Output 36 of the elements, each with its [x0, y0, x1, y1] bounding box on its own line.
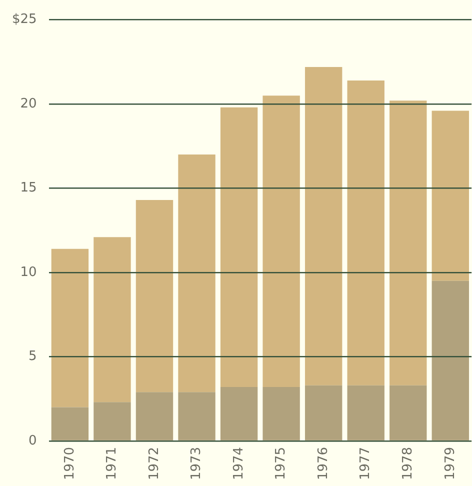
- x-tick-label: 1971: [104, 446, 120, 480]
- bar: [347, 385, 384, 440]
- bar: [262, 387, 300, 440]
- bar: [136, 392, 174, 440]
- bar: [220, 387, 258, 440]
- y-tick-label: $25: [12, 12, 37, 28]
- x-tick-label: 1975: [274, 446, 289, 480]
- bar: [94, 237, 131, 402]
- y-tick-label: 5: [28, 349, 37, 364]
- bar: [432, 110, 469, 281]
- y-tick-label: 10: [20, 264, 37, 280]
- bar: [94, 402, 131, 440]
- bar: [347, 80, 384, 386]
- bar: [304, 385, 342, 440]
- x-tick-label: 1972: [146, 446, 162, 480]
- x-tick-label: 1978: [400, 446, 416, 480]
- bar: [390, 385, 427, 440]
- bar: [432, 280, 469, 440]
- x-tick-label: 1979: [442, 446, 458, 480]
- y-tick-label: 15: [20, 180, 37, 196]
- bar: [51, 407, 89, 440]
- bar: [304, 66, 342, 386]
- x-tick-label: 1976: [316, 446, 331, 480]
- x-tick-label: 1974: [231, 446, 246, 480]
- bar: [178, 154, 216, 392]
- bar: [51, 248, 89, 408]
- x-tick-label: 1970: [62, 446, 78, 480]
- y-tick-label: 20: [20, 96, 37, 112]
- bar: [136, 200, 174, 392]
- x-tick-label: 1977: [358, 446, 374, 480]
- bar: [178, 392, 216, 440]
- bar: [220, 107, 258, 388]
- x-tick-label: 1973: [189, 446, 204, 480]
- bar: [390, 100, 427, 386]
- y-tick-label: 0: [28, 433, 37, 448]
- bar: [262, 96, 300, 388]
